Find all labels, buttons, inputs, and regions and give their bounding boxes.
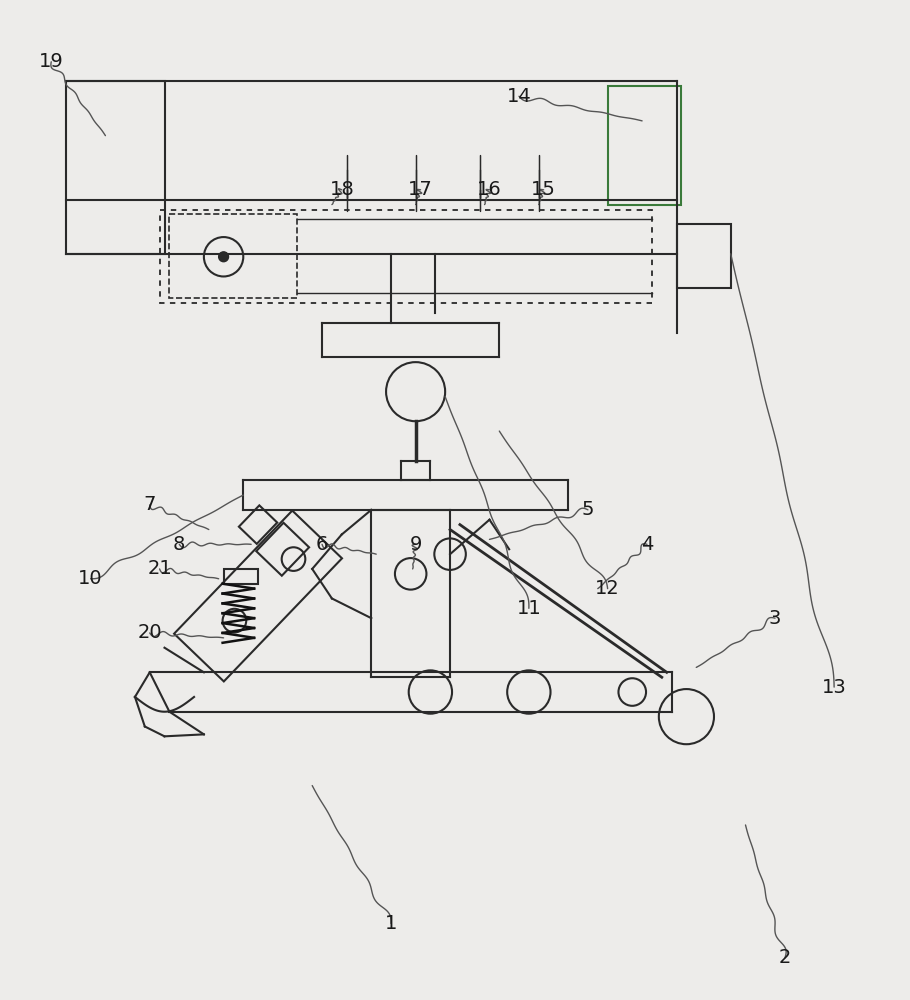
Text: 19: 19 bbox=[39, 52, 64, 71]
Text: 20: 20 bbox=[137, 623, 162, 642]
Text: 14: 14 bbox=[507, 87, 531, 106]
Bar bbox=[676, 224, 731, 288]
Text: 11: 11 bbox=[517, 599, 541, 618]
Text: 6: 6 bbox=[316, 535, 329, 554]
Text: 15: 15 bbox=[531, 180, 556, 199]
Bar bbox=[169, 214, 298, 298]
Text: 10: 10 bbox=[78, 569, 103, 588]
Circle shape bbox=[218, 252, 228, 262]
Text: 12: 12 bbox=[595, 579, 620, 598]
Text: 18: 18 bbox=[329, 180, 354, 199]
Text: 1: 1 bbox=[385, 914, 397, 933]
Bar bbox=[224, 569, 258, 584]
Bar bbox=[608, 86, 682, 205]
Bar bbox=[66, 81, 165, 254]
Text: 8: 8 bbox=[173, 535, 186, 554]
Text: 17: 17 bbox=[409, 180, 433, 199]
Text: 4: 4 bbox=[641, 535, 653, 554]
Text: 2: 2 bbox=[779, 948, 791, 967]
Text: 21: 21 bbox=[147, 559, 172, 578]
Text: 16: 16 bbox=[477, 180, 501, 199]
Text: 5: 5 bbox=[581, 500, 594, 519]
Text: 13: 13 bbox=[822, 678, 846, 697]
Bar bbox=[159, 210, 652, 303]
Text: 9: 9 bbox=[410, 535, 422, 554]
Text: 3: 3 bbox=[769, 609, 781, 628]
Text: 7: 7 bbox=[144, 495, 156, 514]
